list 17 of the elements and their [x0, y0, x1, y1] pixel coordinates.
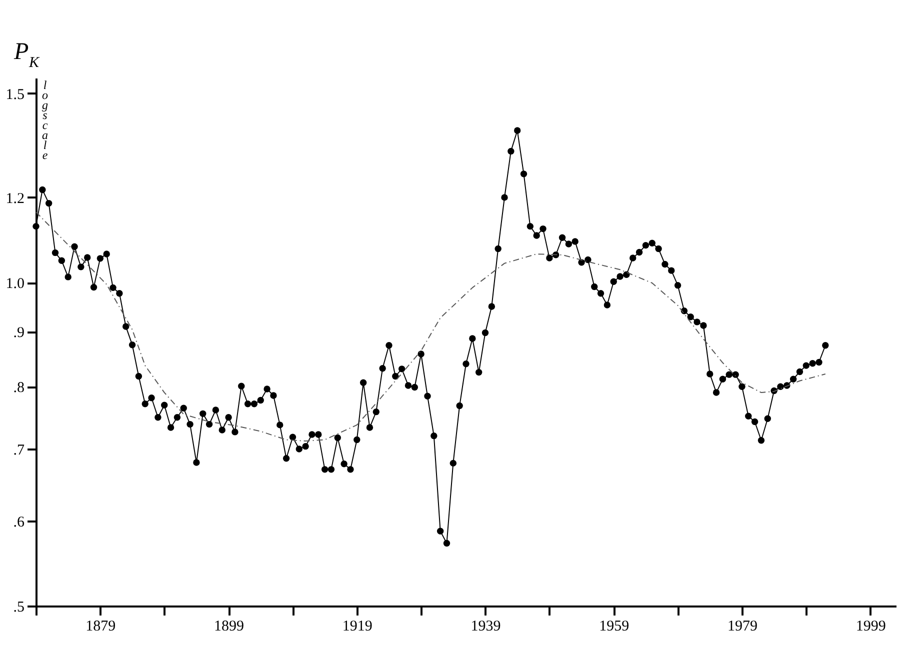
y-tick-label: 1.0: [6, 276, 24, 292]
x-tick-label: 1879: [86, 618, 116, 634]
x-tick-label: 1959: [599, 618, 630, 634]
x-tick-label: 1939: [470, 618, 501, 634]
y-tick-label: .6: [13, 514, 25, 530]
y-tick-label: .9: [13, 325, 24, 342]
annotation: log scale: [42, 78, 48, 162]
x-tick-label: 1979: [727, 618, 758, 634]
y-tick-label: 1.5: [6, 86, 24, 103]
x-tick-label: 1999: [856, 618, 886, 634]
line-series: [36, 212, 826, 442]
y-tick-label: .5: [13, 600, 24, 616]
x-tick-label: 1919: [342, 618, 372, 634]
y-tick-label: .7: [13, 442, 25, 458]
y-tick-label: .8: [13, 380, 24, 396]
x-tick-label: 1899: [214, 618, 244, 634]
y-tick-label: 1.2: [6, 190, 24, 207]
